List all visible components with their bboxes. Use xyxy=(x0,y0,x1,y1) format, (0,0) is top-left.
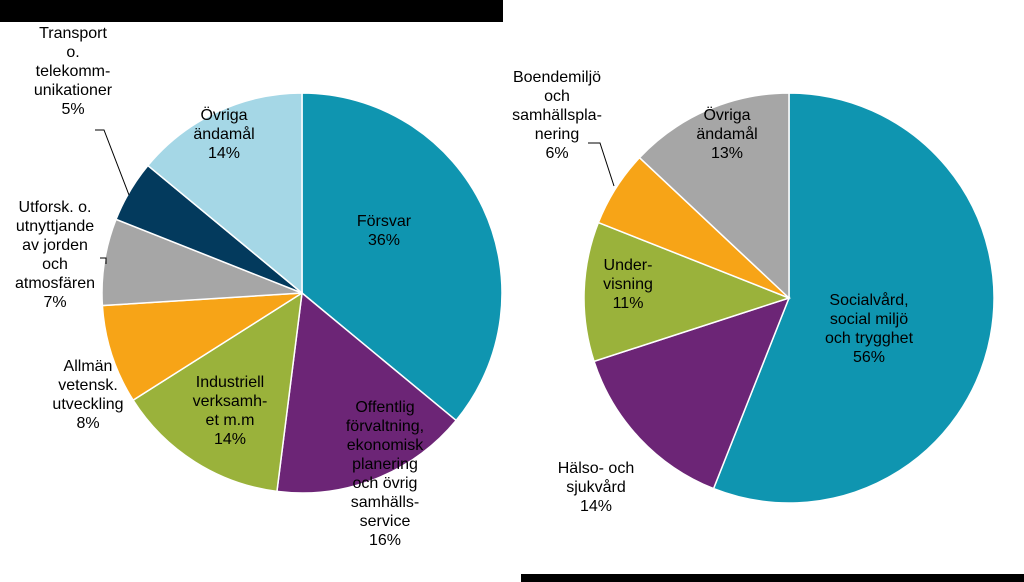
slice-label-line: förvaltning, xyxy=(346,418,424,435)
slice-label-line: Industriell xyxy=(196,374,264,391)
slice-label-line: Socialvård, xyxy=(829,291,908,309)
slice-percent: 16% xyxy=(369,532,401,549)
slice-label-line: planering xyxy=(352,456,418,473)
left-pie-leader-line xyxy=(95,129,130,196)
right-pie-slice-socialvard-social-miljo-och-trygghet xyxy=(712,92,995,504)
right-pie-label-halso-och-sjukvard: Hälso- och sjukvård 14% xyxy=(558,460,634,515)
right-pie-slice-under-visning xyxy=(583,221,792,363)
slice-label-line: och xyxy=(42,256,68,273)
slice-percent: 8% xyxy=(76,415,99,432)
slice-label-line: unikationer xyxy=(34,82,113,99)
slice-percent: 5% xyxy=(61,101,84,118)
slice-label-line: ändamål xyxy=(696,125,757,143)
right-pie-label-boendemiljo-och-samhallspla-nering: Boendemiljö och samhällspla-nering 6% xyxy=(512,69,602,162)
slice-label-line: o. xyxy=(66,44,79,61)
left-pie-label-offentlig-forvaltning-ekonomisk-planering-och-ovrig-samhalls-service: Offentlig förvaltning, ekonomisk planering o… xyxy=(346,399,424,549)
slice-label-line: visning xyxy=(603,276,653,293)
slice-label-line: och xyxy=(544,88,570,105)
slice-label-line: Under- xyxy=(604,257,653,274)
left-pie-leader-line xyxy=(100,257,107,264)
slice-percent: 13% xyxy=(711,145,743,162)
left-pie-slice-offentlig-forvaltning-ekonomisk-planering-och-ovrig-samhalls-service xyxy=(276,291,458,494)
slice-label-line: sjukvård xyxy=(566,478,626,496)
left-pie-label-transport-o-telekomm-unikationer: Transport o. telekomm-unikationer 5% xyxy=(34,25,113,118)
left-pie-label-ovriga-andamal: Övriga ändamål 14% xyxy=(193,106,254,162)
slice-label-line: nering xyxy=(535,126,579,143)
slice-percent: 14% xyxy=(214,431,246,448)
left-pie-label-industriell-verksamh-et-m-m: Industriell verksamh-et m.m 14% xyxy=(193,374,268,448)
right-pie-label-under-visning: Under-visning 11% xyxy=(603,257,653,312)
right-pie-leader-line xyxy=(588,142,615,187)
bottom-black-bar xyxy=(521,574,1024,582)
slice-label-line: samhälls- xyxy=(351,494,419,511)
right-pie-slice-ovriga-andamal xyxy=(638,92,790,300)
left-pie-label-allman-vetensk-utveckling: Allmän vetensk. utveckling 8% xyxy=(52,358,123,432)
slice-label-line: Hälso- och xyxy=(558,460,634,477)
slice-percent: 36% xyxy=(368,232,400,249)
slice-label-line: social miljö xyxy=(830,311,908,328)
left-pie-slice-ovriga-andamal xyxy=(146,92,303,295)
slice-label-line: av jorden xyxy=(22,237,88,254)
slice-percent: 6% xyxy=(545,145,568,162)
right-pie: Socialvård, social miljö och trygghet 56% Hä… xyxy=(512,69,995,515)
slice-label-line: et m.m xyxy=(206,412,255,429)
slice-label-line: ändamål xyxy=(193,125,254,143)
left-pie-slice-allman-vetensk-utveckling xyxy=(101,292,303,402)
left-pie-slice-industriell-verksamh-et-m-m xyxy=(132,291,303,493)
slice-label-line: och trygghet xyxy=(825,330,914,347)
slice-label-line: Försvar xyxy=(357,213,412,230)
slice-label-line: Allmän xyxy=(64,358,113,375)
slice-label-line: verksamh- xyxy=(193,393,268,410)
top-black-bar xyxy=(0,0,503,22)
slice-percent: 14% xyxy=(208,145,240,162)
left-pie: Försvar 36% Offentlig förvaltning, ekonomisk… xyxy=(15,25,503,549)
left-pie-label-forsvar: Försvar 36% xyxy=(357,213,412,249)
slice-label-line: utnyttjande xyxy=(16,218,94,235)
slice-label-line: Övriga xyxy=(703,106,750,124)
slice-label-line: Boendemiljö xyxy=(513,69,601,86)
right-pie-label-ovriga-andamal: Övriga ändamål 13% xyxy=(696,106,757,162)
slice-label-line: Utforsk. o. xyxy=(19,199,92,216)
slice-label-line: utveckling xyxy=(52,396,123,413)
slice-label-line: Transport xyxy=(39,25,107,42)
slice-percent: 7% xyxy=(43,294,66,311)
slice-label-line: samhällspla- xyxy=(512,107,602,124)
slice-label-line: telekomm- xyxy=(36,63,111,80)
left-pie-slice-forsvar xyxy=(301,92,503,422)
left-pie-label-utforsk-o-utnyttjande-av-jorden-och-atmosfaren: Utforsk. o. utnyttjande av jorden och atmosf… xyxy=(15,199,95,311)
slice-label-line: och övrig xyxy=(353,475,418,492)
slice-label-line: service xyxy=(360,513,411,530)
slice-label-line: ekonomisk xyxy=(347,437,424,454)
right-pie-label-socialvard-social-miljo-och-trygghet: Socialvård, social miljö och trygghet 56% xyxy=(825,291,914,366)
slice-label-line: Övriga xyxy=(200,106,247,124)
slice-label-line: Offentlig xyxy=(355,399,414,416)
slice-label-line: vetensk. xyxy=(58,377,118,394)
slice-percent: 11% xyxy=(613,295,644,312)
slice-percent: 56% xyxy=(853,349,885,366)
slice-percent: 14% xyxy=(580,498,612,515)
slice-label-line: atmosfären xyxy=(15,275,95,292)
